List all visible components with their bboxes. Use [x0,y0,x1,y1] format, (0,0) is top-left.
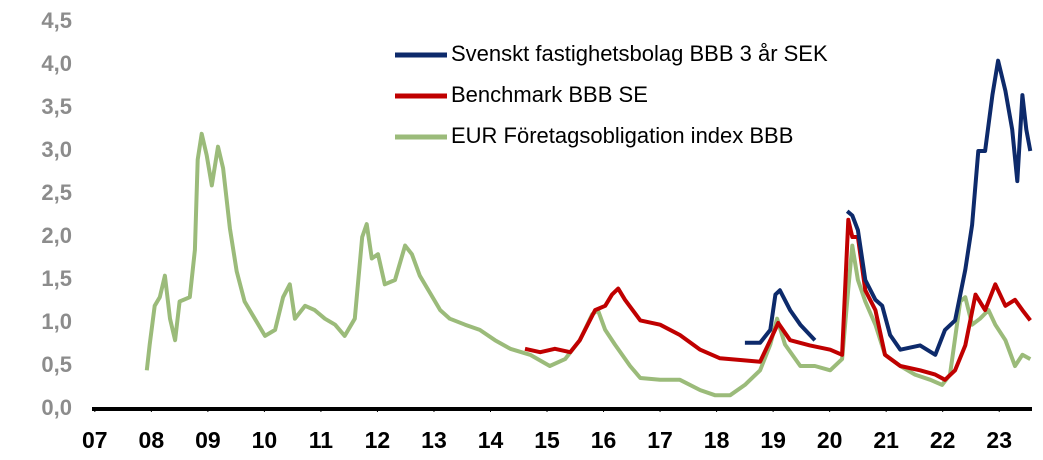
x-tick-label: 15 [534,427,560,453]
series-line [744,58,1033,357]
legend-label: Svenskt fastighetsbolag BBB 3 år SEK [451,41,828,66]
x-tick-label: 16 [591,427,617,453]
y-tick-label: 3,5 [41,94,72,119]
legend-label: Benchmark BBB SE [451,82,648,107]
x-tick-label: 07 [82,427,108,453]
x-tick-label: 19 [760,427,786,453]
y-tick-label: 0,5 [41,352,72,377]
x-tick-label: 10 [252,427,278,453]
y-tick-label: 4,5 [41,8,72,33]
series-line [524,217,1032,382]
x-tick-label: 17 [647,427,673,453]
x-tick-label: 21 [873,427,899,453]
x-tick-label: 18 [704,427,730,453]
x-tick-label: 08 [139,427,165,453]
x-tick-label: 13 [421,427,447,453]
x-tick-label: 22 [930,427,956,453]
x-tick-label: 23 [986,427,1012,453]
x-tick-label: 09 [195,427,221,453]
y-tick-label: 1,0 [41,309,72,334]
x-tick-label: 11 [309,427,334,453]
x-tick-label: 12 [365,427,391,453]
legend-label: EUR Företagsobligation index BBB [451,123,793,148]
x-tick-label: 20 [817,427,843,453]
y-tick-label: 4,0 [41,51,72,76]
y-tick-label: 0,0 [41,395,72,420]
y-tick-label: 2,5 [41,180,72,205]
y-tick-label: 2,0 [41,223,72,248]
series-line [144,131,1032,398]
y-tick-label: 3,0 [41,137,72,162]
x-tick-label: 14 [478,427,504,453]
y-tick-label: 1,5 [41,266,72,291]
